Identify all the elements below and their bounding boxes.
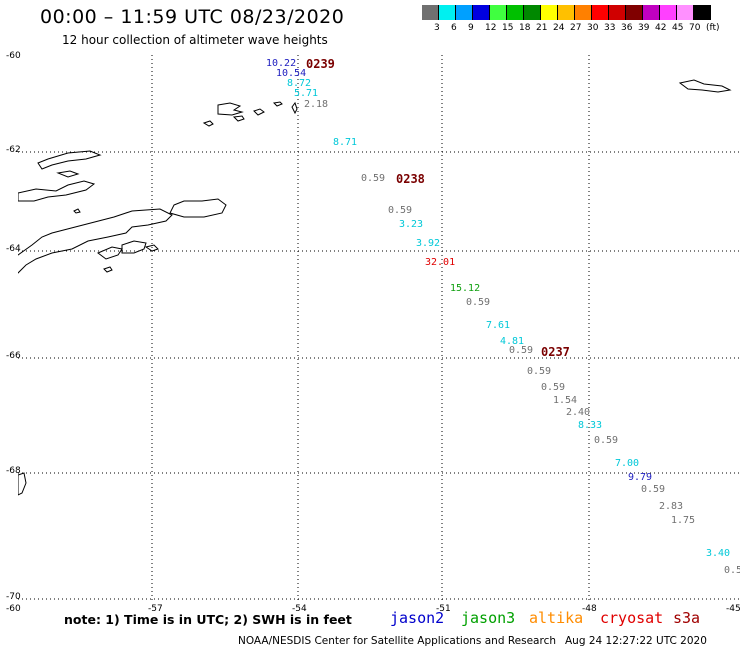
legend-label: 42 <box>655 23 667 33</box>
legend-label: 45 <box>672 23 684 33</box>
legend-label: 30 <box>587 23 599 33</box>
legend-swatch <box>558 5 575 20</box>
lon-label: -45 <box>726 604 740 614</box>
pass-label: 0238 <box>396 172 425 186</box>
wave-height-reading: 2.83 <box>659 501 684 512</box>
wave-height-reading: 8.72 <box>287 78 312 89</box>
lat-label: -64 <box>6 244 21 254</box>
wave-height-reading: 0.59 <box>541 382 566 393</box>
legend-label: 33 <box>604 23 616 33</box>
legend-label: 36 <box>621 23 633 33</box>
legend-label: 21 <box>536 23 548 33</box>
lat-label: -62 <box>6 145 21 155</box>
legend-swatch <box>524 5 541 20</box>
wave-height-reading: 32.01 <box>425 257 456 268</box>
sat-altika: altika <box>529 609 584 627</box>
sat-cryosat: cryosat <box>600 609 664 627</box>
lon-label: -48 <box>582 604 597 614</box>
pass-label: 0237 <box>541 345 570 359</box>
wave-height-reading: 3.92 <box>416 238 441 249</box>
coastline <box>18 79 732 496</box>
wave-height-reading: 1.75 <box>671 515 696 526</box>
wave-height-reading: 0.59 <box>594 435 619 446</box>
legend-label: 9 <box>468 23 474 33</box>
legend-swatch <box>507 5 524 20</box>
legend-label: (ft) <box>706 23 720 33</box>
sat-jason3: jason3 <box>461 609 516 627</box>
gridlines <box>18 55 740 600</box>
wave-height-reading: 0.5 <box>724 565 740 576</box>
units-note: note: 1) Time is in UTC; 2) SWH is in fe… <box>64 612 352 627</box>
legend-swatch <box>592 5 609 20</box>
wave-height-reading: 2.40 <box>566 407 591 418</box>
legend-label: 6 <box>451 23 457 33</box>
legend-label: 18 <box>519 23 531 33</box>
wave-height-reading: 7.61 <box>486 320 511 331</box>
wave-height-reading: 0.59 <box>466 297 491 308</box>
pass-label: 0239 <box>306 57 335 71</box>
wave-height-reading: 7.00 <box>615 458 640 469</box>
wave-height-reading: 10.22 <box>266 58 297 69</box>
generated-timestamp: Aug 24 12:27:22 UTC 2020 <box>565 635 707 647</box>
legend-swatch <box>677 5 694 20</box>
legend-swatch <box>422 5 439 20</box>
lat-label: -70 <box>6 592 21 602</box>
legend-label: 39 <box>638 23 650 33</box>
legend-label: 70 <box>689 23 701 33</box>
lat-label: -66 <box>6 351 21 361</box>
wave-height-reading: 5.71 <box>294 88 319 99</box>
page-subtitle: 12 hour collection of altimeter wave hei… <box>62 33 328 47</box>
map-frame <box>18 55 740 600</box>
wave-height-reading: 0.59 <box>509 345 534 356</box>
credit-line: NOAA/NESDIS Center for Satellite Applica… <box>238 635 556 647</box>
wave-height-reading: 3.23 <box>399 219 424 230</box>
wave-height-reading: 3.40 <box>706 548 731 559</box>
legend-swatch <box>541 5 558 20</box>
wave-height-reading: 15.12 <box>450 283 481 294</box>
legend-swatch <box>575 5 592 20</box>
legend-swatch <box>609 5 626 20</box>
legend-swatch <box>473 5 490 20</box>
wave-height-reading: 9.79 <box>628 472 653 483</box>
sat-jason2: jason2 <box>390 609 445 627</box>
lon-label: -54 <box>292 604 307 614</box>
wave-height-reading: 10.54 <box>276 68 307 79</box>
page-title: 00:00 – 11:59 UTC 08/23/2020 <box>40 6 345 28</box>
legend-label: 24 <box>553 23 565 33</box>
legend-swatch <box>626 5 643 20</box>
legend-swatch <box>694 5 711 20</box>
wave-height-reading: 0.59 <box>361 173 386 184</box>
legend-label: 15 <box>502 23 514 33</box>
legend-swatch <box>490 5 507 20</box>
legend-swatch <box>439 5 456 20</box>
wave-height-reading: 8.71 <box>333 137 358 148</box>
legend-swatch <box>660 5 677 20</box>
wave-height-reading: 4.81 <box>500 336 525 347</box>
legend-label: 3 <box>434 23 440 33</box>
wave-height-reading: 8.33 <box>578 420 603 431</box>
wave-height-reading: 0.59 <box>388 205 413 216</box>
legend-swatch <box>456 5 473 20</box>
legend-label: 27 <box>570 23 582 33</box>
wave-height-reading: 0.59 <box>527 366 552 377</box>
lon-label: -57 <box>148 604 163 614</box>
lon-label: -51 <box>436 604 451 614</box>
legend-swatch <box>643 5 660 20</box>
lon-label: -60 <box>6 604 21 614</box>
lat-label: -68 <box>6 466 21 476</box>
wave-height-reading: 1.54 <box>553 395 578 406</box>
wave-height-reading: 2.18 <box>304 99 329 110</box>
legend-label: 12 <box>485 23 497 33</box>
lat-label: -60 <box>6 51 21 61</box>
wave-height-reading: 0.59 <box>641 484 666 495</box>
sat-s3a: s3a <box>673 609 701 627</box>
